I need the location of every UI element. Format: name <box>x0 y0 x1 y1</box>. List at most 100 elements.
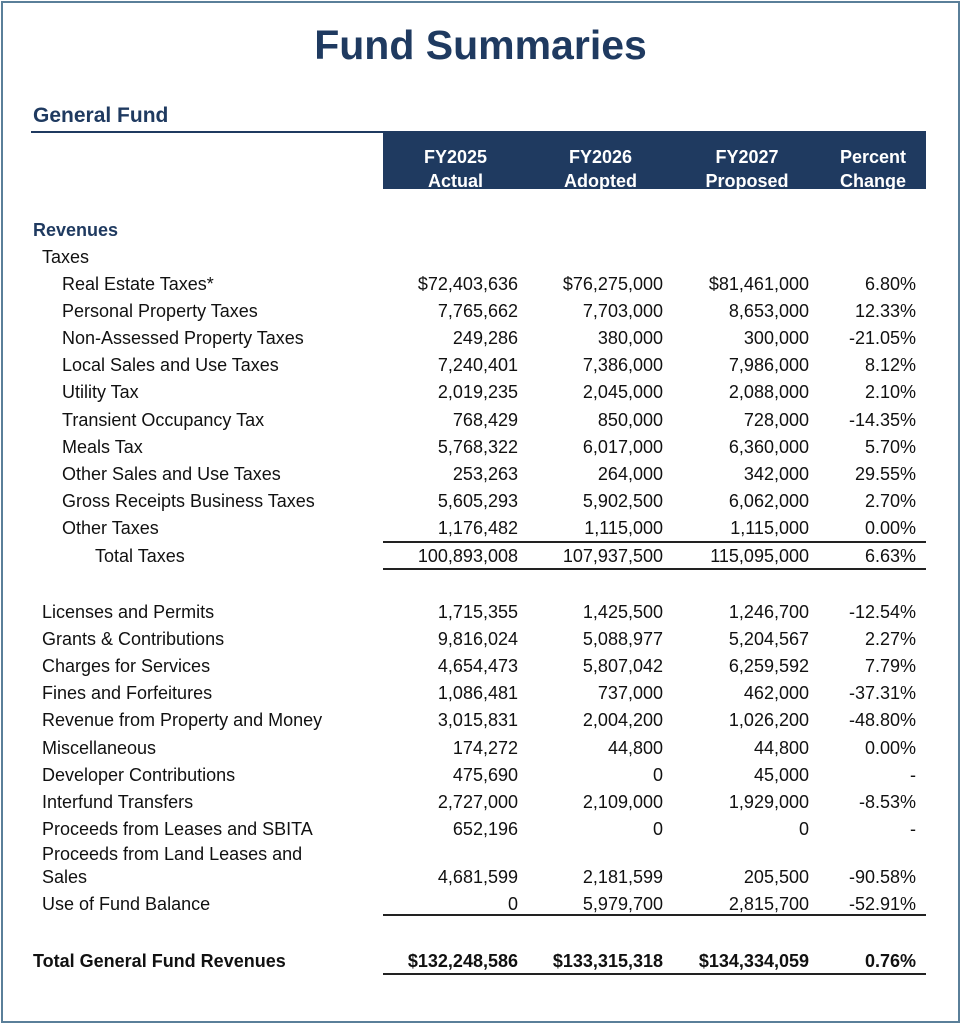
cell-fy2027: $81,461,000 <box>708 274 809 294</box>
row-label: Proceeds from Leases and SBITA <box>42 818 313 839</box>
table-row: Proceeds from Leases and SBITA 652,196 0 0 - <box>0 819 961 846</box>
table-row: Developer Contributions 475,690 0 45,000 - <box>0 765 961 792</box>
cell-percent-change: 2.10% <box>864 382 916 403</box>
cell-fy2027: 1,246,700 <box>728 602 809 622</box>
cell-fy2027: 728,000 <box>743 409 809 430</box>
row-label: Non-Assessed Property Taxes <box>62 328 304 349</box>
cell-percent-change: 0.00% <box>864 517 916 538</box>
row-label: Local Sales and Use Taxes <box>62 355 279 376</box>
cell-fy2026: 737,000 <box>597 683 663 704</box>
row-label: Gross Receipts Business Taxes <box>62 490 315 511</box>
cell-percent-change: - <box>910 764 916 785</box>
table-row: Utility Tax 2,019,235 2,045,000 2,088,000 2.… <box>0 382 961 409</box>
row-label: Interfund Transfers <box>42 791 194 812</box>
column-header-line: Proposed <box>705 171 789 191</box>
cell-fy2026: 107,937,500 <box>562 546 663 566</box>
row-label: Personal Property Taxes <box>62 301 258 322</box>
cell-fy2027: 1,026,200 <box>728 710 809 731</box>
cell-fy2025: $72,403,636 <box>417 274 518 294</box>
page-title: Fund Summaries <box>314 22 647 68</box>
cell-fy2026: 2,045,000 <box>582 382 663 403</box>
row-label: Transient Occupancy Tax <box>62 409 265 430</box>
cell-fy2025: 7,765,662 <box>437 301 518 322</box>
cell-fy2026: 0 <box>652 764 663 785</box>
row-label: Miscellaneous <box>42 737 157 758</box>
table-row: Use of Fund Balance 0 5,979,700 2,815,700 -5… <box>0 894 961 921</box>
column-header-line: FY2026 <box>568 147 633 167</box>
cell-fy2027: 7,986,000 <box>728 355 809 376</box>
table-row: Real Estate Taxes* $72,403,636 $76,275,000… <box>0 274 961 301</box>
column-header-line: Adopted <box>564 171 637 191</box>
cell-fy2025: 1,715,355 <box>437 602 518 622</box>
taxes-subheading: Taxes <box>42 247 90 267</box>
column-header-fy2027: FY2027 Proposed <box>691 145 803 193</box>
cell-fy2027: 205,500 <box>743 866 809 887</box>
cell-fy2026: 44,800 <box>607 737 663 758</box>
cell-fy2025: 174,272 <box>452 737 518 758</box>
table-row: Charges for Services 4,654,473 5,807,042 6,… <box>0 656 961 683</box>
cell-percent-change: 29.55% <box>854 463 916 484</box>
row-label: Other Taxes <box>62 517 159 538</box>
cell-fy2025: 5,605,293 <box>437 490 518 511</box>
row-label: Proceeds from Land Leases and <box>42 843 303 864</box>
column-header-line: Actual <box>427 171 483 191</box>
row-label: Fines and Forfeitures <box>42 683 213 704</box>
cell-fy2027: 6,360,000 <box>728 436 809 457</box>
cell-percent-change: -21.05% <box>848 328 916 349</box>
cell-percent-change: 7.79% <box>864 656 916 677</box>
subtotal-rule <box>383 914 926 916</box>
table-header: FY2025 Actual FY2026 Adopted FY2027 Propose… <box>383 131 926 191</box>
row-label: Other Sales and Use Taxes <box>62 463 281 484</box>
row-label: Real Estate Taxes* <box>62 274 214 294</box>
cell-fy2027: 6,259,592 <box>728 656 809 677</box>
cell-fy2025: 1,086,481 <box>437 683 518 704</box>
cell-fy2027: 8,653,000 <box>728 301 809 322</box>
cell-fy2027: $134,334,059 <box>698 951 809 971</box>
cell-fy2025: 2,727,000 <box>437 791 518 812</box>
cell-percent-change: 6.63% <box>864 546 916 566</box>
cell-fy2025: 253,263 <box>452 463 518 484</box>
cell-fy2027: 462,000 <box>743 683 809 704</box>
row-label: Meals Tax <box>62 436 143 457</box>
column-header-percent-change: Percent Change <box>828 145 918 193</box>
cell-fy2025: 7,240,401 <box>437 355 518 376</box>
row-label: Licenses and Permits <box>42 602 215 622</box>
table-row: Miscellaneous 174,272 44,800 44,800 0.00% <box>0 738 961 765</box>
cell-fy2026: 0 <box>652 818 663 839</box>
table-row: Local Sales and Use Taxes 7,240,401 7,386,… <box>0 355 961 382</box>
cell-fy2025: 4,681,599 <box>437 866 518 887</box>
cell-percent-change: -48.80% <box>848 710 916 731</box>
cell-fy2026: 5,979,700 <box>582 894 663 914</box>
cell-fy2027: 300,000 <box>743 328 809 349</box>
cell-fy2026: 7,703,000 <box>582 301 663 322</box>
cell-fy2025: 100,893,008 <box>417 546 518 566</box>
revenues-heading: Revenues <box>33 220 119 240</box>
row-label: Total General Fund Revenues <box>33 951 286 971</box>
table-row: Revenue from Property and Money 3,015,831… <box>0 710 961 737</box>
cell-percent-change: 6.80% <box>864 274 916 294</box>
cell-fy2027: 2,815,700 <box>728 894 809 914</box>
table-row: Other Sales and Use Taxes 253,263 264,000 3… <box>0 464 961 491</box>
total-taxes-rule <box>383 568 926 570</box>
table-row: Meals Tax 5,768,322 6,017,000 6,360,000 5.70… <box>0 437 961 464</box>
table-row: Grants & Contributions 9,816,024 5,088,977… <box>0 629 961 656</box>
cell-percent-change: -12.54% <box>848 602 916 622</box>
row-label: Charges for Services <box>42 656 211 677</box>
cell-fy2026: 6,017,000 <box>582 436 663 457</box>
cell-percent-change: 2.70% <box>864 490 916 511</box>
row-label: Sales <box>42 866 88 887</box>
cell-fy2025: 1,176,482 <box>437 517 518 538</box>
cell-fy2026: $76,275,000 <box>562 274 663 294</box>
cell-percent-change: 2.27% <box>864 629 916 650</box>
row-label: Revenue from Property and Money <box>42 710 323 731</box>
cell-fy2027: 6,062,000 <box>728 490 809 511</box>
cell-fy2026: $133,315,318 <box>552 951 663 971</box>
cell-fy2026: 5,902,500 <box>582 490 663 511</box>
cell-fy2025: 249,286 <box>452 328 518 349</box>
cell-fy2025: 475,690 <box>452 764 518 785</box>
cell-fy2026: 5,807,042 <box>582 656 663 677</box>
cell-fy2026: 380,000 <box>597 328 663 349</box>
cell-fy2026: 5,088,977 <box>582 629 663 650</box>
fund-heading: General Fund <box>33 104 169 127</box>
